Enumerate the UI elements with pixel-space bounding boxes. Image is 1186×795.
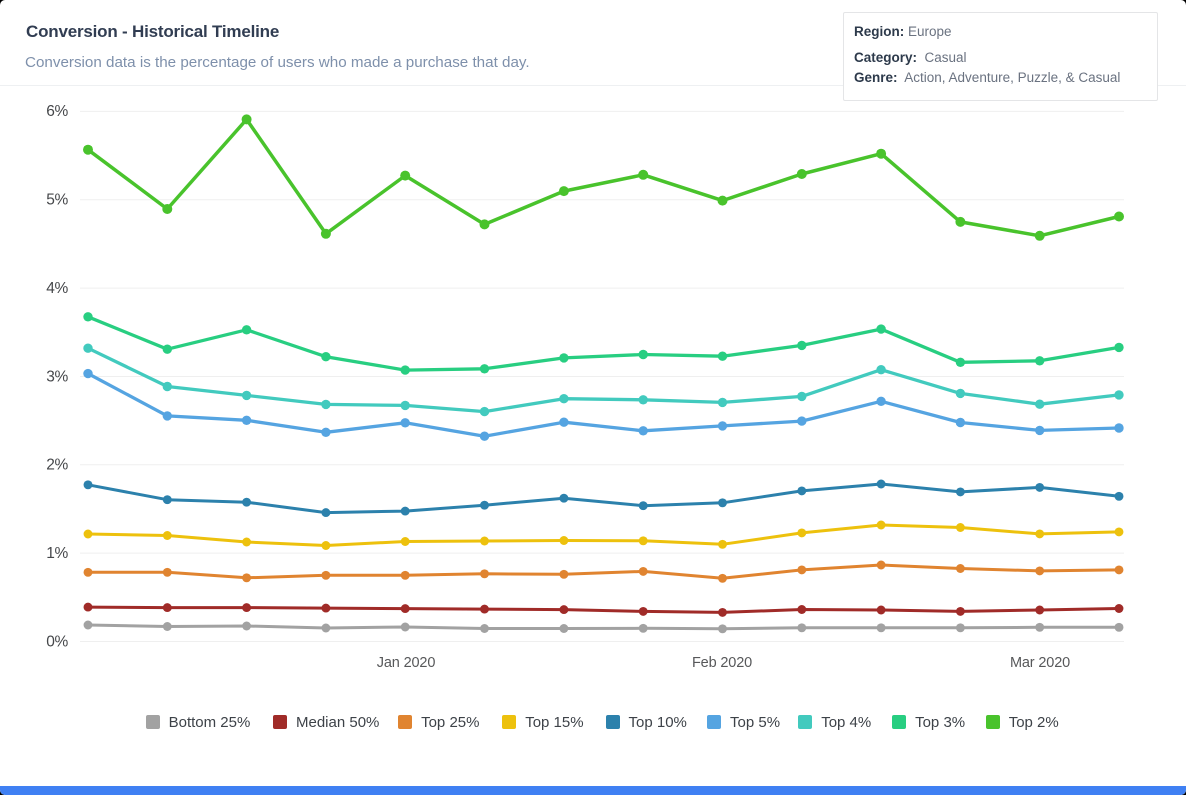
svg-text:3%: 3% [46,368,68,385]
svg-text:5%: 5% [46,192,68,209]
svg-text:Mar 2020: Mar 2020 [1010,655,1070,671]
svg-text:Feb 2020: Feb 2020 [692,655,752,671]
svg-text:1%: 1% [46,545,68,562]
svg-text:0%: 0% [46,633,68,650]
svg-text:Jan 2020: Jan 2020 [377,655,436,671]
svg-text:2%: 2% [46,457,68,474]
svg-text:4%: 4% [46,280,68,297]
svg-text:6%: 6% [46,103,68,120]
